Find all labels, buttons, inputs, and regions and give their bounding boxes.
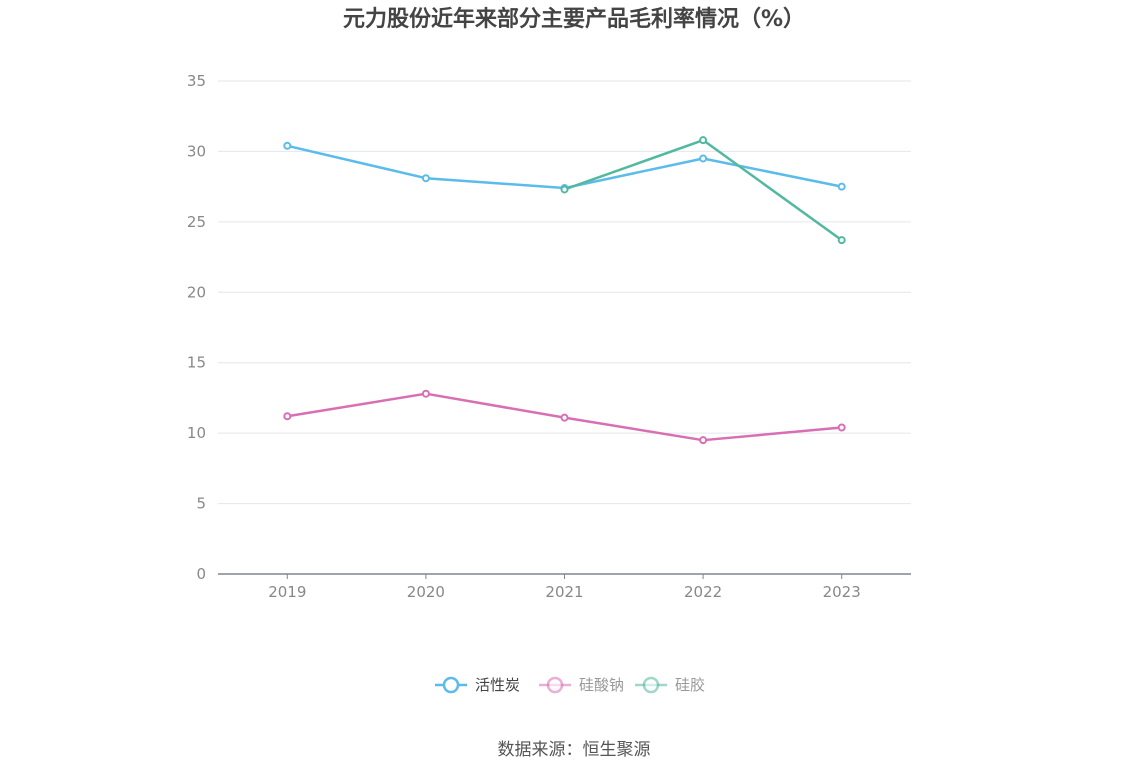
legend-item[interactable]: 硅胶	[635, 676, 705, 694]
chart-title: 元力股份近年来部分主要产品毛利率情况（%）	[343, 6, 805, 32]
data-point[interactable]	[283, 412, 292, 421]
data-point[interactable]	[421, 389, 430, 398]
data-point[interactable]	[560, 413, 569, 422]
legend-label: 活性炭	[475, 676, 520, 694]
legend-label: 硅酸钠	[579, 676, 624, 694]
data-point[interactable]	[699, 436, 708, 445]
series-1	[283, 389, 846, 445]
legend-marker-icon	[442, 676, 460, 694]
data-point[interactable]	[421, 174, 430, 183]
grid	[218, 80, 911, 505]
y-tick-label: 35	[187, 72, 206, 90]
data-point[interactable]	[699, 154, 708, 163]
series-0	[283, 141, 846, 193]
legend[interactable]: 活性炭 硅酸钠 硅胶	[435, 676, 705, 694]
x-tick-label: 2021	[545, 583, 583, 601]
data-point[interactable]	[699, 136, 708, 145]
y-tick-label: 20	[187, 283, 206, 301]
series-lines	[283, 136, 846, 445]
legend-item[interactable]: 活性炭	[435, 676, 520, 694]
x-tick-label: 2019	[268, 583, 306, 601]
data-point[interactable]	[560, 185, 569, 194]
legend-item[interactable]: 硅酸钠	[539, 676, 624, 694]
data-point[interactable]	[837, 236, 846, 245]
x-tick-label: 2020	[407, 583, 445, 601]
legend-marker-icon	[642, 676, 660, 694]
series-line	[287, 144, 842, 190]
data-source-note: 数据来源：恒生聚源	[498, 740, 651, 760]
y-tick-label: 0	[196, 565, 206, 583]
y-tick-label: 15	[187, 354, 206, 372]
y-tick-label: 30	[187, 142, 206, 160]
y-tick-label: 10	[187, 424, 206, 442]
data-point[interactable]	[837, 423, 846, 432]
legend-label: 硅胶	[675, 676, 705, 694]
data-point[interactable]	[837, 182, 846, 191]
data-point[interactable]	[283, 141, 292, 150]
y-tick-label: 25	[187, 213, 206, 231]
series-2	[560, 136, 846, 245]
legend-marker-icon	[546, 676, 564, 694]
axes: 0 5 10 15 20 25 30 35 2019 2020 2021 2022 2023	[187, 72, 911, 601]
x-tick-label: 2023	[823, 583, 861, 601]
x-tick-label: 2022	[684, 583, 722, 601]
y-tick-label: 5	[196, 495, 206, 513]
